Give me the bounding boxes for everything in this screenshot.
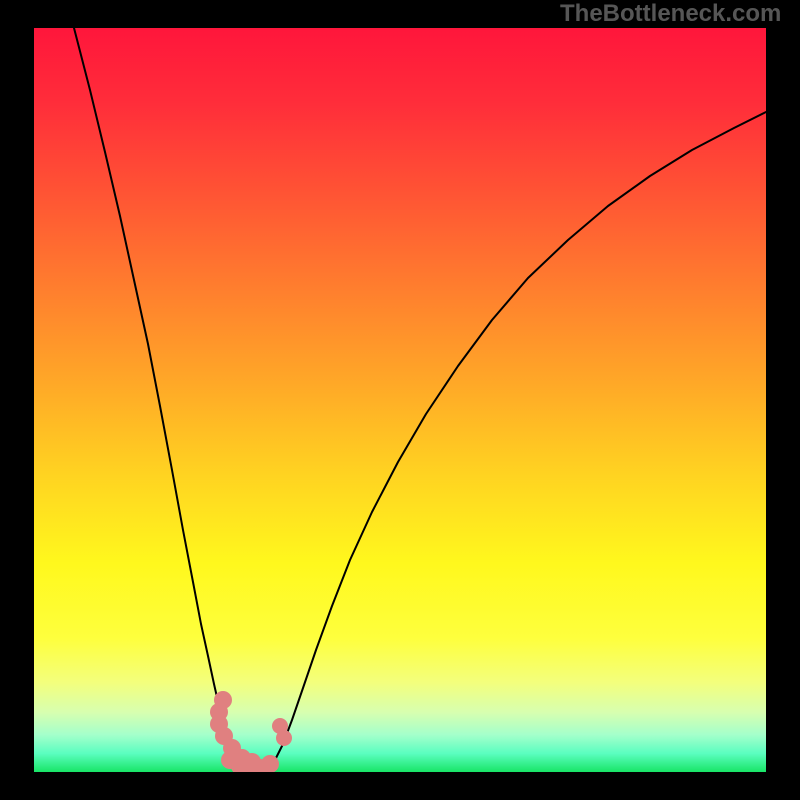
- chart-svg: [0, 0, 800, 800]
- marker-dot: [261, 755, 279, 773]
- chart-border-left: [0, 0, 34, 800]
- gradient-plot-area: [34, 28, 766, 772]
- chart-border-bottom: [0, 772, 800, 800]
- chart-stage: TheBottleneck.com: [0, 0, 800, 800]
- watermark-text: TheBottleneck.com: [560, 0, 781, 28]
- chart-border-right: [766, 0, 800, 800]
- marker-dot: [276, 730, 292, 746]
